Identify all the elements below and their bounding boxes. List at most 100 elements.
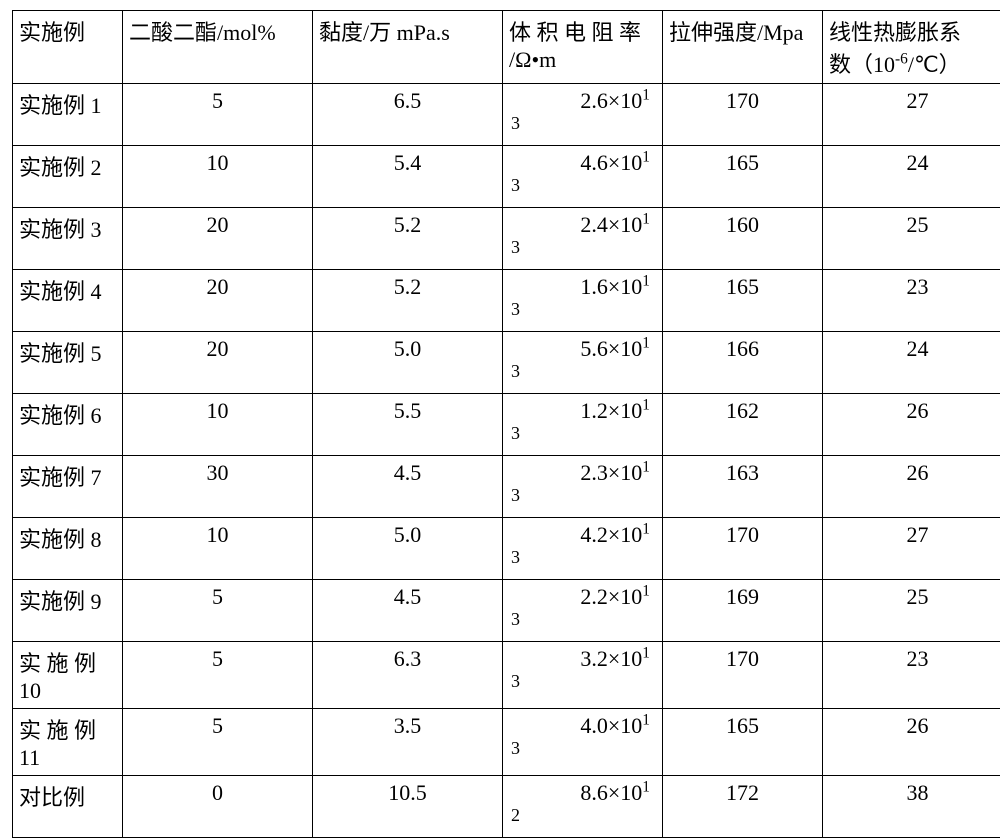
cell-example: 实施例 7 bbox=[13, 456, 123, 518]
cell-resistivity-sup: 1 bbox=[642, 211, 650, 228]
cell-example: 实 施 例11 bbox=[13, 709, 123, 776]
cell-diacid: 5 bbox=[123, 580, 313, 642]
cell-viscosity: 3.5 bbox=[313, 709, 503, 776]
cell-tensile: 160 bbox=[663, 208, 823, 270]
cell-resistivity-sub: 3 bbox=[509, 238, 652, 256]
cell-example: 实施例 2 bbox=[13, 146, 123, 208]
cell-resistivity: 3.2×1013 bbox=[503, 642, 663, 709]
table-row: 实施例 156.52.6×101317027 bbox=[13, 84, 1000, 146]
cell-cte: 25 bbox=[823, 208, 1000, 270]
cell-resistivity-sup: 1 bbox=[642, 397, 650, 414]
cell-cte: 38 bbox=[823, 776, 1000, 838]
cell-resistivity-sup: 1 bbox=[642, 149, 650, 166]
cell-resistivity-sub: 3 bbox=[509, 739, 652, 757]
cell-resistivity-mantissa: 8.6×101 bbox=[509, 780, 652, 806]
cell-resistivity-sup: 1 bbox=[642, 779, 650, 796]
cell-diacid: 0 bbox=[123, 776, 313, 838]
cell-tensile: 165 bbox=[663, 709, 823, 776]
cell-tensile: 165 bbox=[663, 146, 823, 208]
cell-diacid: 10 bbox=[123, 518, 313, 580]
cell-resistivity-sub: 3 bbox=[509, 548, 652, 566]
cell-resistivity-sub: 3 bbox=[509, 114, 652, 132]
cell-resistivity-sup: 1 bbox=[642, 335, 650, 352]
cell-resistivity: 5.6×1013 bbox=[503, 332, 663, 394]
table-row: 实施例 7304.52.3×101316326 bbox=[13, 456, 1000, 518]
cell-resistivity-mantissa: 5.6×101 bbox=[509, 336, 652, 362]
cell-example-l1: 实施例 2 bbox=[19, 155, 102, 180]
cell-resistivity: 4.0×1013 bbox=[503, 709, 663, 776]
cell-example: 实施例 5 bbox=[13, 332, 123, 394]
cell-tensile: 170 bbox=[663, 518, 823, 580]
cell-resistivity-sub: 3 bbox=[509, 176, 652, 194]
col-header-resistivity: 体 积 电 阻 率 /Ω•m bbox=[503, 11, 663, 84]
cell-resistivity-mantissa: 2.4×101 bbox=[509, 212, 652, 238]
table-row: 对比例 010.58.6×1012 17238 bbox=[13, 776, 1000, 838]
page: 实施例 二酸二酯/mol% 黏度/万 mPa.s 体 积 电 阻 率 /Ω•m … bbox=[0, 0, 1000, 836]
cell-resistivity-sup: 1 bbox=[642, 645, 650, 662]
cell-resistivity-mantissa: 4.2×101 bbox=[509, 522, 652, 548]
cell-resistivity-mantissa: 2.3×101 bbox=[509, 460, 652, 486]
cell-resistivity-mantissa: 4.0×101 bbox=[509, 713, 652, 739]
cell-diacid: 5 bbox=[123, 642, 313, 709]
cell-resistivity-sup: 1 bbox=[642, 712, 650, 729]
cell-example-l1: 实 施 例 bbox=[19, 718, 96, 743]
cell-example: 实施例 3 bbox=[13, 208, 123, 270]
cell-cte: 25 bbox=[823, 580, 1000, 642]
cell-resistivity: 2.2×1013 bbox=[503, 580, 663, 642]
cell-example-l2: 10 bbox=[19, 678, 116, 704]
cell-resistivity-mantissa: 4.6×101 bbox=[509, 150, 652, 176]
cell-tensile: 172 bbox=[663, 776, 823, 838]
cell-viscosity: 5.5 bbox=[313, 394, 503, 456]
cell-resistivity: 2.3×1013 bbox=[503, 456, 663, 518]
cell-viscosity: 5.0 bbox=[313, 518, 503, 580]
cell-example: 实施例 9 bbox=[13, 580, 123, 642]
cell-example-l1: 实施例 1 bbox=[19, 93, 102, 118]
cell-cte: 26 bbox=[823, 456, 1000, 518]
cell-diacid: 20 bbox=[123, 208, 313, 270]
cell-example-l1: 实施例 9 bbox=[19, 589, 102, 614]
cell-tensile: 169 bbox=[663, 580, 823, 642]
cell-example: 实施例 1 bbox=[13, 84, 123, 146]
cell-resistivity-mantissa: 2.2×101 bbox=[509, 584, 652, 610]
cell-tensile: 170 bbox=[663, 642, 823, 709]
table-row: 实施例 3205.22.4×101316025 bbox=[13, 208, 1000, 270]
table-row: 实 施 例1153.54.0×101316526 bbox=[13, 709, 1000, 776]
cell-resistivity-sup: 1 bbox=[642, 87, 650, 104]
table-row: 实施例 8105.04.2×101317027 bbox=[13, 518, 1000, 580]
cell-example: 对比例 bbox=[13, 776, 123, 838]
cell-resistivity-sub: 3 bbox=[509, 362, 652, 380]
cell-resistivity-mantissa: 2.6×101 bbox=[509, 88, 652, 114]
cell-diacid: 20 bbox=[123, 332, 313, 394]
cell-viscosity: 5.2 bbox=[313, 270, 503, 332]
cell-cte: 26 bbox=[823, 709, 1000, 776]
cell-example: 实施例 4 bbox=[13, 270, 123, 332]
cell-example: 实施例 8 bbox=[13, 518, 123, 580]
col-header-cte-l1: 线性热膨胀系 bbox=[829, 20, 961, 45]
cell-resistivity: 2.4×1013 bbox=[503, 208, 663, 270]
cell-example-l1: 实施例 7 bbox=[19, 465, 102, 490]
cell-viscosity: 6.3 bbox=[313, 642, 503, 709]
table-row: 实施例 6105.51.2×101316226 bbox=[13, 394, 1000, 456]
cell-viscosity: 10.5 bbox=[313, 776, 503, 838]
cell-example-l1: 实施例 3 bbox=[19, 217, 102, 242]
cell-resistivity: 1.6×1013 bbox=[503, 270, 663, 332]
cell-example: 实施例 6 bbox=[13, 394, 123, 456]
cell-tensile: 166 bbox=[663, 332, 823, 394]
cell-example-l1: 实施例 8 bbox=[19, 527, 102, 552]
cell-resistivity-sub: 3 bbox=[509, 672, 652, 690]
cell-tensile: 170 bbox=[663, 84, 823, 146]
table-row: 实施例 4205.21.6×101316523 bbox=[13, 270, 1000, 332]
table-body: 实施例 156.52.6×101317027实施例 2105.44.6×1013… bbox=[13, 84, 1000, 838]
cell-cte: 23 bbox=[823, 642, 1000, 709]
table-header-row: 实施例 二酸二酯/mol% 黏度/万 mPa.s 体 积 电 阻 率 /Ω•m … bbox=[13, 11, 1000, 84]
table-row: 实施例 5205.05.6×101316624 bbox=[13, 332, 1000, 394]
col-header-cte-l2: 数（10-6/℃） bbox=[829, 47, 1000, 79]
cell-cte: 23 bbox=[823, 270, 1000, 332]
col-header-cte: 线性热膨胀系 数（10-6/℃） bbox=[823, 11, 1000, 84]
cell-example-l1: 对比例 bbox=[19, 785, 85, 810]
cell-resistivity-sub: 2 bbox=[509, 806, 652, 824]
cell-cte: 24 bbox=[823, 146, 1000, 208]
col-header-example: 实施例 bbox=[13, 11, 123, 84]
col-header-tensile: 拉伸强度/Mpa bbox=[663, 11, 823, 84]
col-header-diacid: 二酸二酯/mol% bbox=[123, 11, 313, 84]
